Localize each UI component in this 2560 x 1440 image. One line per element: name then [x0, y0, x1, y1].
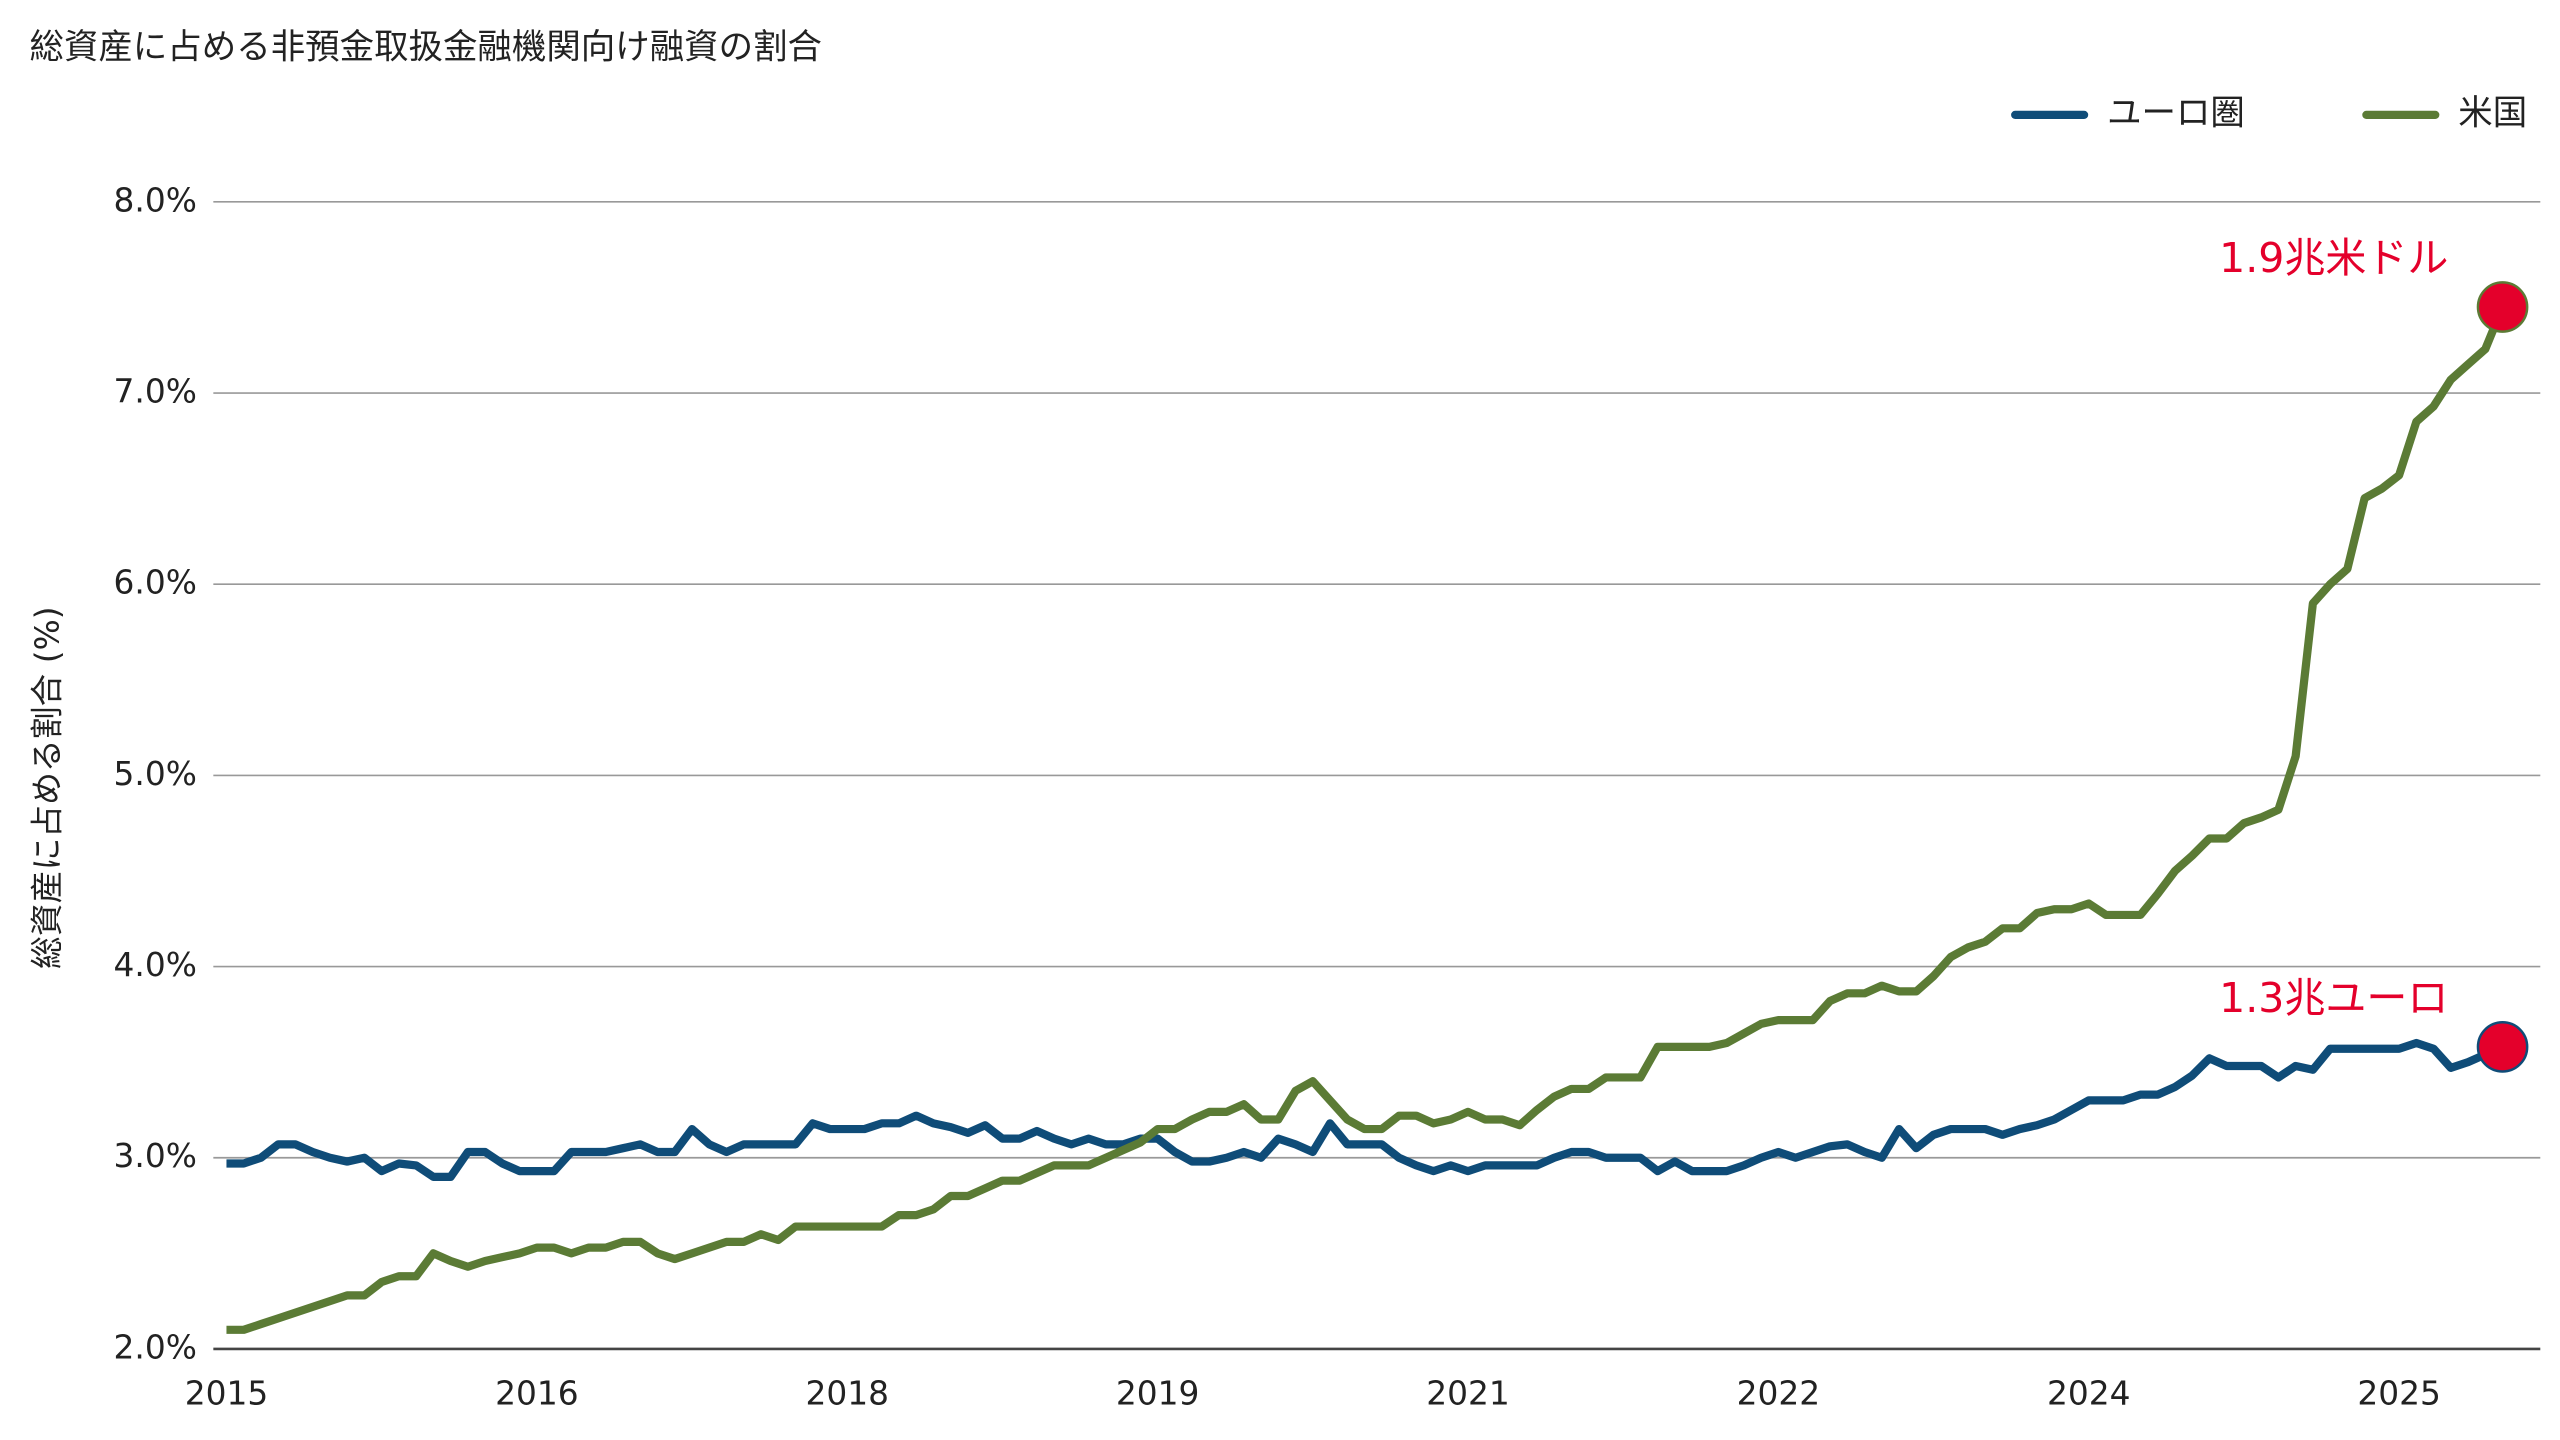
y-tick-label: 5.0%: [114, 755, 197, 793]
x-tick-label: 2016: [495, 1374, 579, 1412]
x-tick-label: 2018: [805, 1374, 889, 1412]
y-tick-label: 2.0%: [114, 1328, 197, 1366]
end-point-marker: [2476, 1021, 2529, 1073]
x-tick-label: 2022: [1737, 1374, 1821, 1412]
x-tick-label: 2019: [1116, 1374, 1200, 1412]
legend-label: ユーロ圏: [2107, 93, 2245, 133]
legend-label: 米国: [2458, 93, 2527, 133]
x-tick-label: 2025: [2357, 1374, 2441, 1412]
y-tick-label: 8.0%: [114, 181, 197, 219]
x-tick-label: 2021: [1426, 1374, 1510, 1412]
end-label: 1.9兆米ドル: [2219, 234, 2448, 282]
series-line: [226, 1038, 2505, 1181]
end-point-marker: [2476, 281, 2529, 333]
y-tick-label: 4.0%: [114, 946, 197, 984]
series-line: [226, 305, 2507, 1334]
y-tick-label: 3.0%: [114, 1137, 197, 1175]
y-axis-label: 総資産に占める割合 (%): [29, 606, 67, 969]
x-tick-label: 2015: [185, 1374, 269, 1412]
end-label: 1.3兆ユーロ: [2219, 974, 2448, 1022]
chart-title: 総資産に占める非預金取扱金融機関向け融資の割合: [30, 28, 822, 68]
y-tick-label: 6.0%: [114, 564, 197, 602]
y-tick-label: 7.0%: [114, 373, 197, 411]
x-tick-label: 2024: [2047, 1374, 2131, 1412]
